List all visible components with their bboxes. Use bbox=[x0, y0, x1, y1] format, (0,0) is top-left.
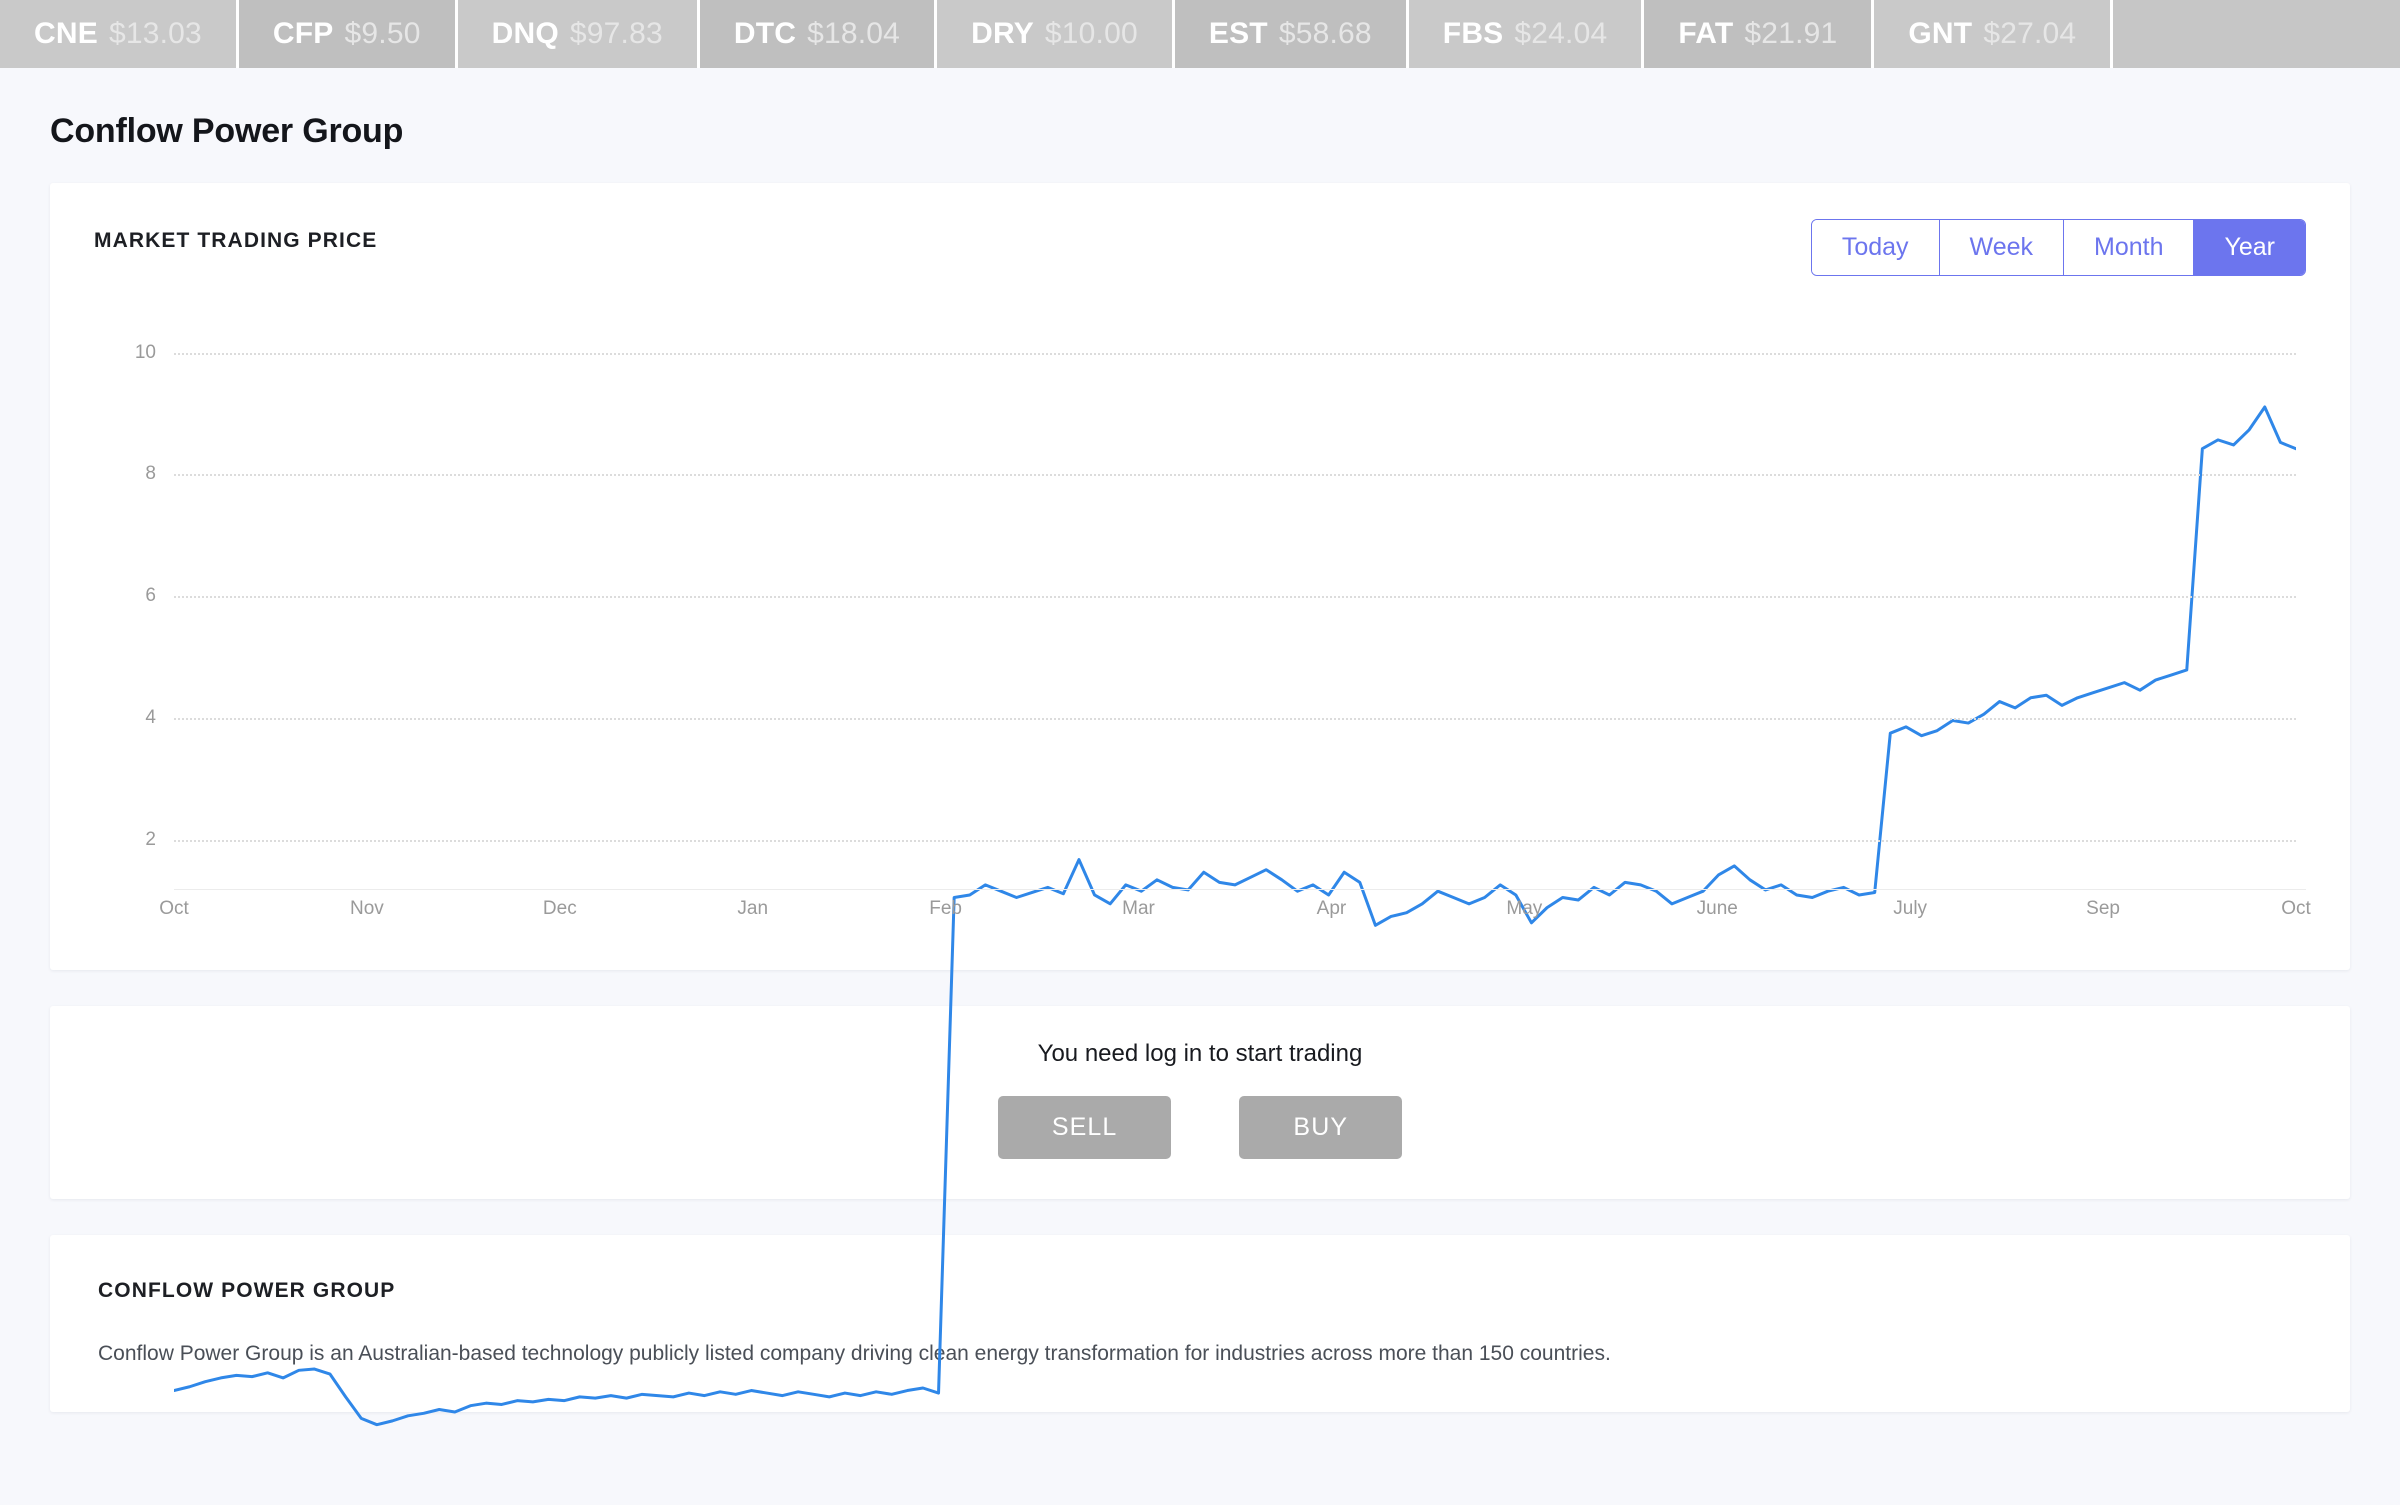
ticker-symbol: EST bbox=[1208, 17, 1268, 50]
y-gridline bbox=[174, 352, 2296, 355]
ticker-price: $58.68 bbox=[1278, 17, 1372, 50]
trade-actions: SELL BUY bbox=[50, 1096, 2350, 1160]
y-gridline bbox=[174, 596, 2296, 599]
y-axis-tick-label: 10 bbox=[134, 341, 156, 363]
y-axis-tick-label: 8 bbox=[145, 463, 156, 485]
ticker-symbol: FAT bbox=[1678, 17, 1734, 50]
buy-button[interactable]: BUY bbox=[1239, 1096, 1403, 1160]
x-axis-tick-label: Sep bbox=[2086, 898, 2120, 920]
time-range-button-group[interactable]: Today Week Month Year bbox=[1810, 219, 2306, 277]
ticker-item[interactable]: FBS $24.04 bbox=[1408, 0, 1645, 68]
ticker-price: $27.04 bbox=[1983, 17, 2077, 50]
y-axis-tick-label: 2 bbox=[145, 828, 156, 850]
ticker-price: $9.50 bbox=[344, 17, 421, 50]
x-axis-labels: Oct Nov Dec Jan Feb Mar Apr May June July Sep Oct bbox=[159, 898, 2311, 938]
chart-title: MARKET TRADING PRICE bbox=[94, 229, 378, 252]
y-axis-tick-label: 6 bbox=[145, 585, 156, 607]
market-ticker-bar: CNE $13.03 CFP $9.50 DNQ $97.83 DTC $18.04 DRY $1… bbox=[0, 0, 2400, 68]
page-content: Conflow Power Group MARKET TRADING PRICE… bbox=[0, 112, 2400, 1412]
ticker-symbol: DNQ bbox=[491, 17, 559, 50]
ticker-price: $21.91 bbox=[1744, 17, 1838, 50]
ticker-symbol: CFP bbox=[272, 17, 334, 50]
x-axis-tick-label: Feb bbox=[929, 898, 962, 920]
company-info-card: CONFLOW POWER GROUP Conflow Power Group … bbox=[50, 1235, 2350, 1412]
x-axis-tick-label: July bbox=[1893, 898, 1928, 920]
company-info-body: Conflow Power Group is an Australian-bas… bbox=[98, 1342, 1611, 1366]
x-axis-tick-label: Jan bbox=[737, 898, 769, 920]
range-button-today[interactable]: Today bbox=[1811, 220, 1940, 276]
ticker-item[interactable]: GNT $27.04 bbox=[1874, 0, 2114, 68]
x-axis-tick-label: Oct bbox=[159, 898, 189, 920]
chart-header: MARKET TRADING PRICE Today Week Month Year bbox=[94, 219, 2306, 277]
price-line-series bbox=[174, 316, 2296, 1504]
ticker-symbol: FBS bbox=[1442, 17, 1504, 50]
y-axis-tick-label: 4 bbox=[145, 706, 156, 728]
y-gridline bbox=[174, 474, 2296, 477]
range-button-year[interactable]: Year bbox=[2194, 220, 2305, 276]
x-axis-tick-label: Oct bbox=[2281, 898, 2311, 920]
x-axis-tick-label: May bbox=[1506, 898, 1543, 920]
x-axis-line bbox=[174, 889, 2306, 891]
page-title: Conflow Power Group bbox=[50, 112, 404, 150]
x-axis-tick-label: June bbox=[1696, 898, 1738, 920]
x-axis-tick-label: Mar bbox=[1122, 898, 1155, 920]
trading-panel: You need log in to start trading SELL BU… bbox=[50, 1006, 2350, 1200]
ticker-price: $24.04 bbox=[1514, 17, 1608, 50]
y-gridline bbox=[174, 717, 2296, 720]
company-info-title: CONFLOW POWER GROUP bbox=[98, 1279, 396, 1303]
ticker-item[interactable]: FAT $21.91 bbox=[1644, 0, 1875, 68]
range-button-week[interactable]: Week bbox=[1939, 220, 2064, 276]
ticker-item[interactable]: DTC $18.04 bbox=[699, 0, 938, 68]
ticker-item[interactable]: CNE $13.03 bbox=[0, 0, 239, 68]
ticker-symbol: CNE bbox=[34, 17, 98, 50]
x-axis-tick-label: Nov bbox=[350, 898, 384, 920]
ticker-price: $97.83 bbox=[569, 17, 663, 50]
ticker-price: $18.04 bbox=[807, 17, 901, 50]
x-axis-tick-label: Apr bbox=[1316, 898, 1347, 920]
ticker-price: $10.00 bbox=[1044, 17, 1138, 50]
ticker-item[interactable]: EST $58.68 bbox=[1174, 0, 1409, 68]
market-trading-price-card: MARKET TRADING PRICE Today Week Month Year … bbox=[50, 183, 2350, 970]
ticker-symbol: DRY bbox=[971, 17, 1034, 50]
ticker-item[interactable]: CFP $9.50 bbox=[238, 0, 458, 68]
ticker-price: $13.03 bbox=[108, 17, 202, 50]
price-chart: 10 8 6 4 2 Oct Nov Dec Jan Feb Mar Apr May June July S… bbox=[94, 316, 2311, 946]
ticker-symbol: GNT bbox=[1908, 17, 1973, 50]
y-gridline bbox=[174, 839, 2296, 842]
ticker-item[interactable]: DRY $10.00 bbox=[937, 0, 1175, 68]
chart-plot-area: 10 8 6 4 2 bbox=[135, 316, 2296, 888]
ticker-symbol: DTC bbox=[733, 17, 797, 50]
ticker-item[interactable]: DNQ $97.83 bbox=[457, 0, 700, 68]
range-button-month[interactable]: Month bbox=[2064, 220, 2195, 276]
x-axis-tick-label: Dec bbox=[542, 898, 577, 920]
sell-button[interactable]: SELL bbox=[997, 1096, 1172, 1160]
login-required-message: You need log in to start trading bbox=[1037, 1040, 1363, 1068]
